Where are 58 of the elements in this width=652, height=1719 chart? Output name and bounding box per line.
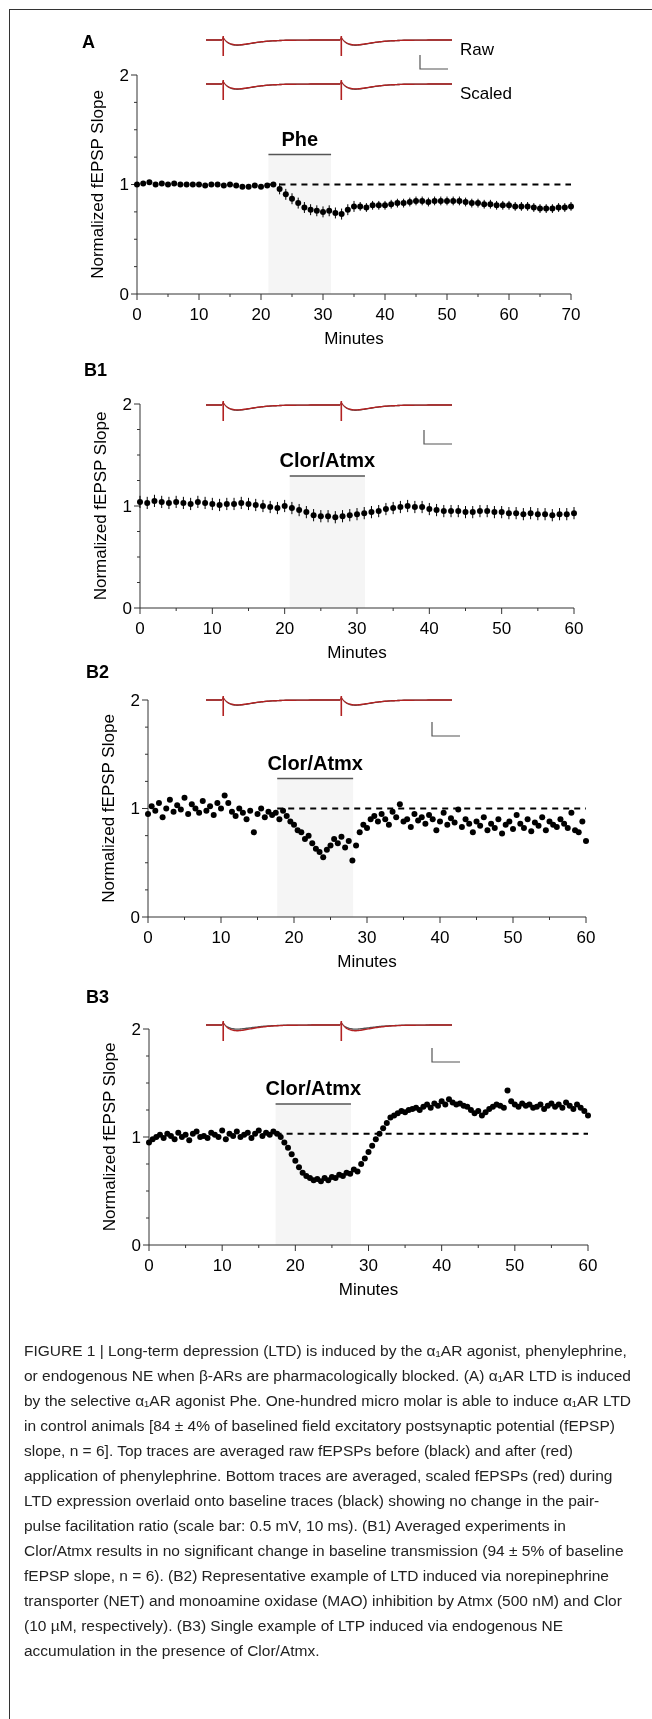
x-tick-label: 0: [144, 1256, 154, 1275]
x-tick-label: 50: [505, 1256, 525, 1275]
y-tick-label: 0: [122, 598, 132, 618]
x-tick-label: 20: [275, 619, 295, 638]
text: Raw: [460, 40, 495, 59]
x-tick-label: 10: [202, 619, 222, 638]
x-tick-label: 40: [432, 1256, 452, 1275]
x-tick-label: 20: [285, 1256, 305, 1275]
chart-title: A: [82, 32, 95, 52]
x-axis-title: Minutes: [324, 329, 384, 348]
annotation: Scaled: [460, 84, 512, 103]
x-tick-label: 60: [499, 305, 519, 324]
chart-title: B2: [86, 662, 110, 682]
band-label: Clor/Atmx: [267, 751, 363, 774]
x-tick-label: 30: [313, 305, 333, 324]
y-tick-label: 1: [131, 1127, 141, 1147]
y-tick-label: 1: [119, 175, 129, 195]
x-tick-label: 40: [375, 305, 395, 324]
x-tick-label: 30: [347, 619, 367, 638]
x-tick-label: 60: [578, 1256, 598, 1275]
x-tick-label: 20: [284, 928, 304, 947]
chart-title: B1: [84, 360, 108, 380]
x-tick-label: 70: [561, 305, 581, 324]
y-tick-label: 2: [131, 1019, 141, 1039]
y-tick-label: 2: [122, 394, 132, 414]
y-axis-title: Normalized fEPSP Slope: [91, 411, 110, 601]
x-tick-label: 50: [492, 619, 512, 638]
x-tick-label: 40: [430, 928, 450, 947]
x-tick-label: 50: [503, 928, 523, 947]
x-tick-label: 50: [437, 305, 457, 324]
x-tick-label: 10: [211, 928, 231, 947]
x-tick-label: 60: [564, 619, 584, 638]
y-tick-label: 2: [119, 65, 129, 85]
y-tick-label: 1: [122, 496, 132, 516]
x-tick-label: 40: [419, 619, 439, 638]
y-axis-title: Normalized fEPSP Slope: [88, 90, 107, 279]
x-tick-label: 60: [576, 928, 596, 947]
x-tick-label: 30: [359, 1256, 378, 1275]
x-axis-title: Minutes: [338, 1280, 399, 1299]
chart-title: B3: [86, 987, 110, 1007]
x-tick-label: 0: [143, 928, 153, 947]
x-tick-label: 10: [212, 1256, 232, 1275]
y-axis-title: Normalized fEPSP Slope: [99, 714, 118, 903]
y-tick-label: 1: [130, 799, 140, 819]
y-tick-label: 2: [130, 690, 140, 710]
y-tick-label: 0: [119, 284, 129, 304]
band-label: Clor/Atmx: [279, 449, 376, 471]
x-axis-title: Minutes: [327, 643, 387, 662]
band-label: Clor/Atmx: [265, 1077, 362, 1099]
x-axis-title: Minutes: [337, 952, 397, 971]
x-tick-label: 30: [357, 928, 377, 947]
x-tick-label: 20: [251, 305, 271, 324]
y-tick-label: 0: [130, 907, 140, 927]
y-tick-label: 0: [131, 1235, 141, 1255]
x-tick-label: 10: [189, 305, 209, 324]
text: FIGURE 1 | Long-term depression (LTD) is induced by the α₁AR agonist, phenylephrine, or endogenous NE when β-ARs are pharmacologically blocked. (A) α₁AR LTD is induced by the selective α₁AR agonist Phe. One-hundred micro molar is able to induce α₁AR LTD in control animals [84 ± 4% of baselined field excitatory postsynaptic potential (fEPSP) slope, n = 6]. Top traces are averaged raw fEPSPs before (black) and after (red) application of phenylephrine. Bottom traces are averaged, scaled fEPSPs (red) during LTD expression overlaid onto baseline traces (black) showing no change in the pair-pulse facilitation ratio (scale bar: 0.5 mV, 10 ms). (B1) Averaged experiments in Clor/Atmx results in no significant change in baseline transmission (94 ± 5% of baseline fEPSP slope, n = 6). (B2) Representative example of LTD induced via norepinephrine transporter (NET) and monoamine oxidase (MAO) inhibition by Atmx (500 nM) and Clor (10 µM, respectively). (B3) Single example of LTP induced via endogenous NE accumulation in the presence of Clor/Atmx.: [24, 1342, 632, 1659]
band-label: Phe: [281, 127, 319, 150]
y-axis-title: Normalized fEPSP Slope: [100, 1042, 119, 1232]
